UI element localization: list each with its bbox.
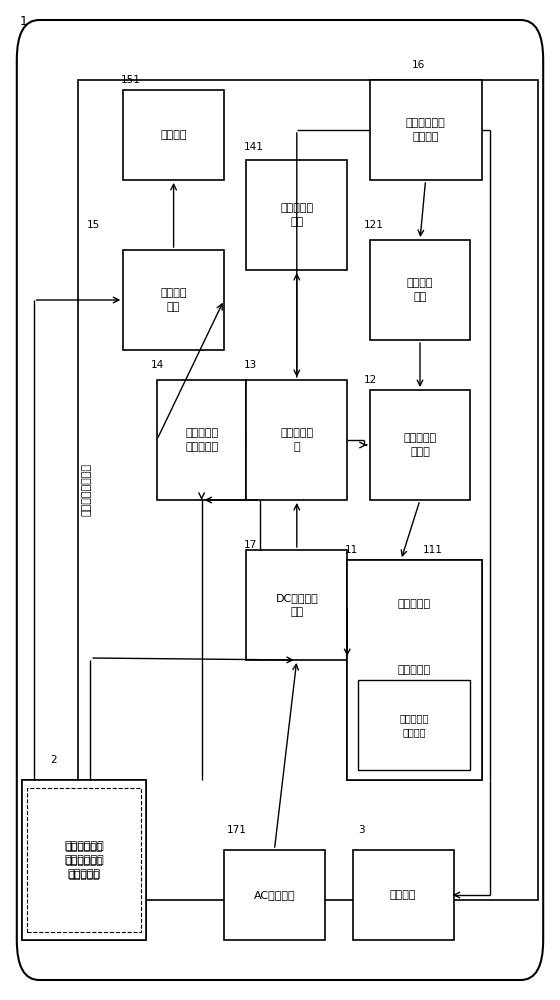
Bar [246, 160, 347, 270]
Bar [157, 380, 246, 500]
Text: 微控制单元: 微控制单元 [398, 599, 431, 609]
Text: AC交流电源: AC交流电源 [254, 890, 295, 900]
Text: 马达转速
开关: 马达转速 开关 [407, 278, 433, 302]
Text: 主控制集成电路板: 主控制集成电路板 [82, 464, 92, 516]
Text: 电池监控单
元: 电池监控单 元 [280, 428, 314, 452]
Bar [347, 560, 482, 780]
Text: 微控制单元
对应参数: 微控制单元 对应参数 [400, 713, 429, 737]
Text: 141: 141 [244, 142, 263, 152]
Text: 16: 16 [412, 60, 425, 70]
Text: 11: 11 [344, 545, 358, 555]
Bar [246, 380, 347, 500]
Bar [370, 390, 470, 500]
Text: 121: 121 [364, 220, 384, 230]
Text: 照明装置: 照明装置 [160, 130, 187, 140]
Bar [370, 80, 482, 180]
Bar [353, 850, 454, 940]
Text: 1: 1 [20, 15, 27, 28]
Bar [123, 90, 224, 180]
Bar [358, 680, 470, 770]
Text: 111: 111 [423, 545, 442, 555]
Text: 电池电压过充
安全保护单元
蓄电池模块: 电池电压过充 安全保护单元 蓄电池模块 [66, 841, 102, 879]
Text: 13: 13 [244, 360, 257, 370]
Text: 电容量显示
设备: 电容量显示 设备 [280, 203, 314, 227]
Text: 3: 3 [358, 825, 365, 835]
Bar [22, 780, 146, 940]
Bar [22, 780, 146, 940]
Text: 充电断电安
全保护单元: 充电断电安 全保护单元 [185, 428, 218, 452]
Text: 电池电压过充
安全保护单元
蓄电池模块: 电池电压过充 安全保护单元 蓄电池模块 [64, 841, 104, 879]
Text: 微控制单元: 微控制单元 [398, 665, 431, 675]
Bar [123, 250, 224, 350]
Bar [78, 80, 538, 900]
Text: 直流马达: 直流马达 [390, 890, 417, 900]
Text: 17: 17 [244, 540, 257, 550]
Bar [370, 240, 470, 340]
Text: 照明控制
单元: 照明控制 单元 [160, 288, 187, 312]
Text: 电压增补频率
侵测单元: 电压增补频率 侵测单元 [406, 118, 445, 142]
Bar [27, 788, 141, 932]
Bar [347, 560, 482, 780]
Text: 14: 14 [151, 360, 165, 370]
Bar [224, 850, 325, 940]
Text: 12: 12 [364, 375, 377, 385]
Text: 15: 15 [87, 220, 100, 230]
Text: DC直流充电
单元: DC直流充电 单元 [276, 593, 318, 617]
Text: 马达转速调
控单元: 马达转速调 控单元 [403, 433, 437, 457]
Text: 2: 2 [50, 755, 57, 765]
Text: 171: 171 [227, 825, 246, 835]
Text: 151: 151 [120, 75, 140, 85]
Bar [246, 550, 347, 660]
